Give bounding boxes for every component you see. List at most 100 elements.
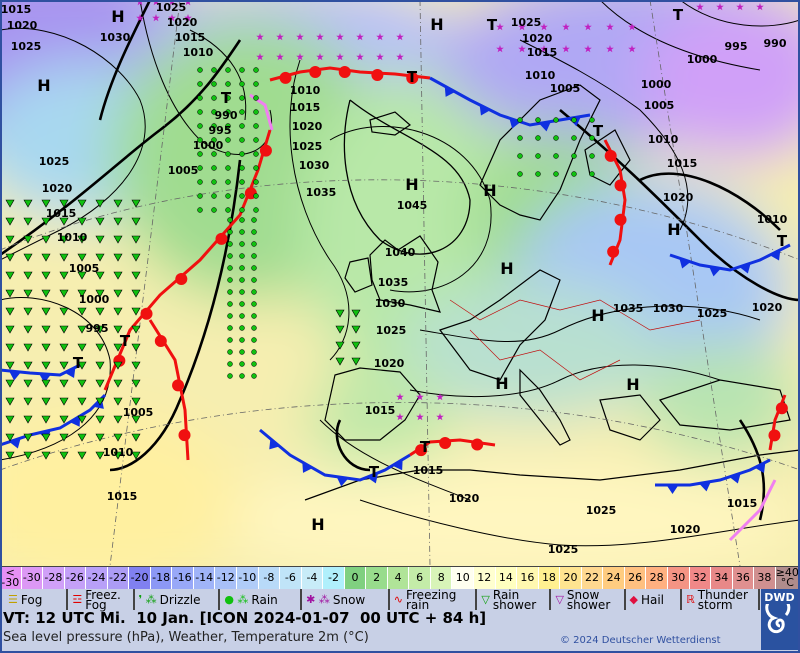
rain-shower-icon — [23, 433, 33, 442]
scale-cell: 16 — [517, 567, 539, 589]
rain-shower-icon — [59, 451, 69, 460]
rain-icon — [211, 207, 217, 213]
hail-icon: ◆ — [629, 592, 638, 606]
snow-icon — [628, 45, 636, 53]
rain-icon — [211, 123, 217, 129]
warm-front-semicircle — [172, 379, 185, 392]
rain-icon — [571, 117, 577, 123]
scale-cell: -30 — [21, 567, 44, 589]
rain-shower-icon — [5, 433, 15, 442]
legend-label: Freez. Fog — [85, 587, 121, 612]
occlusion-front — [728, 479, 777, 542]
cold-front-triangle — [709, 266, 721, 277]
cold-front-triangle — [302, 462, 313, 473]
low-pressure-marker: T — [777, 232, 788, 250]
rain-shower-icon — [131, 217, 141, 226]
country-borders — [449, 299, 701, 381]
snow-icon — [496, 23, 504, 31]
rain-icon — [227, 229, 233, 235]
weather-symbols — [5, 0, 764, 460]
rain-icon — [239, 325, 245, 331]
cold-front-triangle — [392, 459, 403, 471]
rain-icon — [197, 151, 203, 157]
snow-icon — [356, 53, 364, 61]
warm-front-semicircle — [439, 436, 452, 449]
cold-front-triangle — [64, 367, 76, 379]
snow-icon — [296, 53, 304, 61]
legend-label: Snow shower — [566, 587, 611, 612]
rain-icon — [211, 109, 217, 115]
rain-icon — [197, 95, 203, 101]
rain-icon: ● ⁂ — [224, 592, 249, 606]
rain-shower-icon — [335, 341, 345, 350]
rain-shower-icon — [95, 343, 105, 352]
pressure-label: 1025 — [586, 504, 617, 517]
rain-icon — [239, 193, 245, 199]
pressure-label: 1035 — [613, 302, 644, 315]
rain-icon — [225, 109, 231, 115]
high-pressure-marker: H — [591, 306, 604, 325]
high-pressure-marker: H — [111, 7, 124, 26]
rain-icon — [253, 207, 259, 213]
rain-shower-icon — [23, 379, 33, 388]
rain-icon — [239, 179, 245, 185]
snow-icon — [606, 45, 614, 53]
snow-icon — [136, 14, 144, 22]
pressure-label: 990 — [764, 37, 787, 50]
rain-icon — [227, 325, 233, 331]
rain-icon — [225, 179, 231, 185]
rain-icon — [239, 165, 245, 171]
scale-cell: 36 — [732, 567, 755, 589]
legend-item: ☰ Fog — [4, 589, 69, 610]
rain-shower-icon — [131, 235, 141, 244]
scale-cell: -22 — [107, 567, 130, 589]
rain-shower-icon — [131, 397, 141, 406]
rain-icon — [197, 67, 203, 73]
rain-icon — [197, 207, 203, 213]
pressure-label: 1015 — [46, 207, 77, 220]
rain-shower-icon — [59, 253, 69, 262]
pressure-label: 1020 — [663, 191, 694, 204]
rain-shower-icon — [95, 361, 105, 370]
rain-shower-icon — [131, 199, 141, 208]
pressure-label: 1025 — [11, 40, 42, 53]
rain-shower-icon — [113, 199, 123, 208]
high-pressure-marker: H — [430, 15, 443, 34]
rain-icon — [553, 135, 559, 141]
snow-icon — [256, 33, 264, 41]
cold-front-triangle — [509, 118, 521, 129]
high-pressure-marker: H — [626, 375, 639, 394]
map-canvas: 1015102010251030102510201015101099099510… — [0, 0, 800, 566]
rain-icon — [571, 171, 577, 177]
rain-icon — [211, 95, 217, 101]
pressure-centers: H H H H H H H H H H H T T T T T T T T T T — [37, 6, 788, 534]
warm-front-semicircle — [371, 68, 384, 81]
rain-shower-icon — [23, 325, 33, 334]
legend-item: ☲ Freez. Fog — [68, 587, 135, 612]
snow-icon — [152, 14, 160, 22]
pressure-label: 1030 — [100, 31, 131, 44]
snow-icon — [540, 45, 548, 53]
pressure-label: 1015 — [527, 46, 558, 59]
pressure-label: 1000 — [641, 78, 672, 91]
snow-icon — [316, 53, 324, 61]
cold-front-triangle — [679, 258, 691, 269]
pressure-label: 1025 — [376, 324, 407, 337]
scale-cell: 32 — [689, 567, 712, 589]
snow-icon — [376, 53, 384, 61]
rain-icon — [553, 171, 559, 177]
scale-cell: -28 — [43, 567, 65, 589]
rain-icon — [251, 253, 257, 259]
dwd-logo: DWD — [761, 589, 798, 650]
rain-shower-icon — [113, 325, 123, 334]
rain-icon — [225, 137, 231, 143]
pressure-labels: 1015102010251030102510201015101099099510… — [1, 1, 788, 556]
rain-shower-icon — [113, 379, 123, 388]
legend-item: ∿ Freezing rain — [390, 589, 478, 611]
rain-icon — [251, 217, 257, 223]
snow-icon — [518, 23, 526, 31]
freezing-rain-icon: ∿ — [393, 592, 403, 606]
rain-shower-icon — [41, 325, 51, 334]
rain-shower-icon — [59, 325, 69, 334]
pressure-label: 1010 — [290, 84, 321, 97]
